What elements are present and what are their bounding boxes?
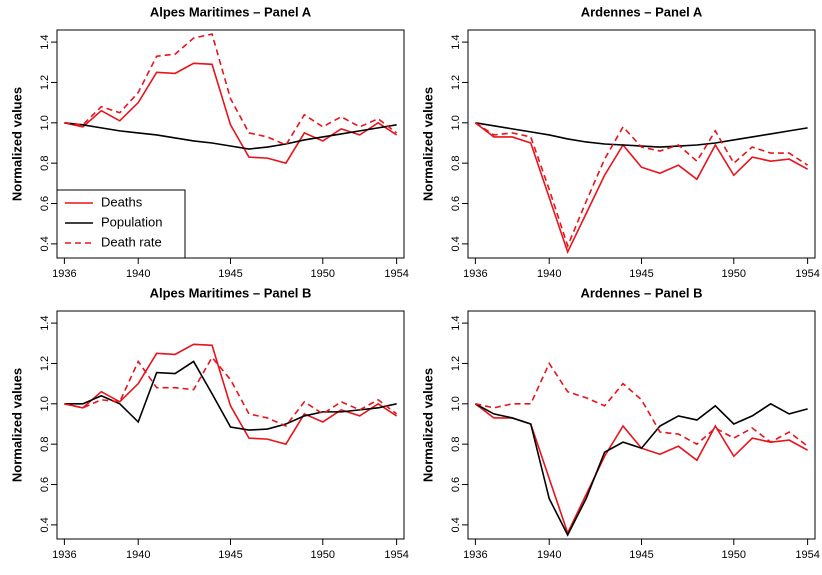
y-axis-label: Normalized values	[420, 87, 435, 201]
legend-label: Death rate	[101, 234, 162, 249]
y-tick-label: 1.2	[39, 356, 51, 371]
chart-title: Ardennes – Panel B	[580, 285, 702, 300]
chart-title: Ardennes – Panel A	[581, 4, 703, 19]
y-tick-label: 0.8	[39, 437, 51, 452]
y-tick-label: 0.6	[450, 477, 462, 492]
y-tick-label: 0.6	[39, 477, 51, 492]
series-line	[474, 403, 809, 536]
y-axis-label: Normalized values	[420, 368, 435, 482]
y-axis-label: Normalized values	[9, 87, 24, 201]
series-line	[474, 122, 809, 249]
y-tick-label: 1.0	[450, 396, 462, 411]
y-tick-label: 0.8	[450, 156, 462, 171]
y-tick-label: 1.0	[39, 396, 51, 411]
y-tick-label: 1.4	[450, 315, 462, 330]
legend-label: Population	[101, 214, 162, 229]
x-tick-label: 1936	[52, 549, 76, 561]
x-tick-label: 1954	[795, 268, 819, 280]
y-tick-label: 0.4	[39, 517, 51, 532]
x-tick-label: 1945	[629, 549, 653, 561]
series-line	[64, 356, 398, 427]
x-tick-label: 1950	[311, 549, 335, 561]
x-tick-label: 1950	[722, 268, 746, 280]
y-tick-label: 0.6	[450, 196, 462, 211]
plot-frame	[467, 29, 816, 259]
y-tick-label: 0.8	[39, 156, 51, 171]
x-tick-label: 1940	[126, 549, 150, 561]
y-tick-label: 1.2	[39, 75, 51, 90]
chart-title: Alpes Maritimes – Panel B	[150, 285, 312, 300]
series-line	[64, 360, 397, 431]
legend-box	[56, 189, 186, 259]
x-tick-label: 1954	[795, 549, 819, 561]
series-line	[64, 33, 398, 147]
series-line	[475, 361, 809, 447]
y-tick-label: 1.2	[450, 75, 462, 90]
series-line	[64, 122, 397, 150]
series-line	[64, 343, 398, 446]
y-tick-label: 0.4	[450, 236, 462, 251]
x-tick-label: 1936	[52, 268, 76, 280]
series-line	[474, 122, 809, 255]
y-tick-label: 0.4	[450, 517, 462, 532]
x-tick-label: 1945	[629, 268, 653, 280]
y-tick-label: 0.4	[39, 236, 51, 251]
legend-label: Deaths	[101, 194, 143, 209]
y-tick-label: 1.0	[39, 115, 51, 130]
x-tick-label: 1945	[218, 268, 242, 280]
x-tick-label: 1954	[384, 549, 408, 561]
y-tick-label: 1.4	[39, 34, 51, 49]
x-tick-label: 1950	[722, 549, 746, 561]
y-tick-label: 1.0	[450, 115, 462, 130]
y-axis-label: Normalized values	[9, 368, 24, 482]
y-tick-label: 0.8	[450, 437, 462, 452]
x-tick-label: 1940	[537, 268, 561, 280]
x-tick-label: 1940	[126, 268, 150, 280]
y-tick-label: 1.4	[450, 34, 462, 49]
series-line	[474, 402, 808, 537]
x-tick-label: 1950	[311, 268, 335, 280]
x-tick-label: 1936	[463, 268, 487, 280]
chart-title: Alpes Maritimes – Panel A	[150, 4, 312, 19]
x-tick-label: 1940	[537, 549, 561, 561]
series-line	[64, 62, 398, 165]
y-tick-label: 1.2	[450, 356, 462, 371]
x-tick-label: 1945	[218, 549, 242, 561]
plot-frame	[56, 310, 405, 540]
y-tick-label: 0.6	[39, 196, 51, 211]
x-tick-label: 1954	[384, 268, 408, 280]
plot-frame	[467, 310, 816, 540]
y-tick-label: 1.4	[39, 315, 51, 330]
x-tick-label: 1936	[463, 549, 487, 561]
